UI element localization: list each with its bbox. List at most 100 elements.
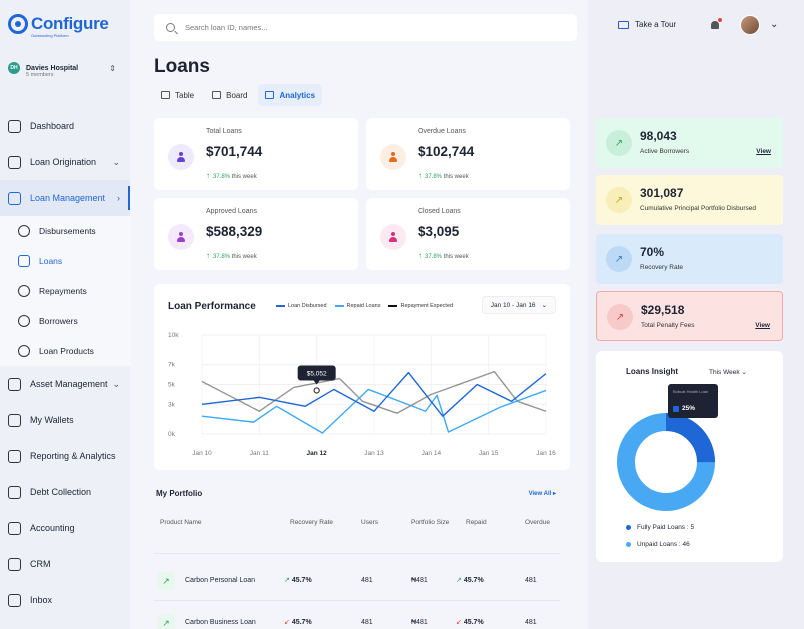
- arrow-up-icon: ↑: [418, 171, 422, 180]
- percent-icon: [18, 345, 30, 357]
- kpi-value: 98,043: [640, 129, 677, 143]
- pie-chart-icon: [8, 449, 21, 463]
- series-line: [201, 388, 547, 434]
- sidebar-item-reporting[interactable]: Reporting & Analytics: [0, 438, 130, 474]
- x-tick-label: Jan 12: [307, 450, 328, 457]
- arrow-down-left-icon: ↙: [456, 619, 462, 626]
- view-all-link[interactable]: View All ▸: [529, 490, 556, 497]
- stat-change-pct: 37.8%: [425, 254, 443, 260]
- portfolio-title: My Portfolio: [156, 489, 203, 498]
- chevron-down-icon: ⌄: [112, 156, 120, 167]
- arrow-up-icon: ↑: [206, 251, 210, 260]
- legend-dot: [626, 542, 631, 547]
- x-tick-label: Jan 10: [192, 450, 212, 457]
- chart-legend: Loan Disbursed Repaid Loans Repayment Ex…: [276, 303, 461, 309]
- kpi-view-link[interactable]: View: [755, 322, 770, 329]
- view-tabs: Table Board Analytics: [154, 84, 326, 106]
- y-tick-label: 5k: [168, 382, 176, 389]
- sidebar-item-disbursements[interactable]: Disbursements: [0, 216, 130, 246]
- org-members: 5 members: [26, 72, 54, 78]
- data-point-marker: [313, 387, 320, 394]
- column-header[interactable]: Product Name: [160, 519, 202, 526]
- column-header[interactable]: Recovery Rate: [290, 519, 333, 526]
- legend-item[interactable]: Repayment Expected: [388, 303, 453, 309]
- stat-change-suffix: this week: [442, 254, 469, 260]
- column-header[interactable]: Users: [361, 519, 378, 526]
- kpi-view-link[interactable]: View: [756, 148, 771, 155]
- arrow-down-left-icon: ↙: [284, 619, 290, 626]
- stat-change: ↑ 37.8% this week: [418, 251, 469, 260]
- column-header[interactable]: Repaid: [466, 519, 487, 526]
- brand-tag: Outstanding Platform: [31, 33, 69, 38]
- legend-swatch: [388, 305, 398, 307]
- period-label: This Week: [709, 369, 740, 376]
- chevron-down-icon[interactable]: ⌄: [770, 19, 779, 30]
- arrow-up-icon: ↑: [206, 171, 210, 180]
- sidebar-item-loans[interactable]: Loans: [0, 246, 130, 276]
- legend-label: Loan Disbursed: [288, 303, 327, 309]
- sidebar-item-repayments[interactable]: Repayments: [0, 276, 130, 306]
- sidebar-item-loan-origination[interactable]: Loan Origination ⌄: [0, 144, 130, 180]
- sidebar-item-label: Disbursements: [39, 226, 96, 236]
- sidebar-item-label: My Wallets: [30, 415, 74, 425]
- tab-table[interactable]: Table: [154, 84, 201, 106]
- stat-change-suffix: this week: [442, 174, 469, 180]
- chevron-right-icon: ›: [117, 193, 120, 203]
- dollar-icon: [8, 191, 21, 205]
- brand-logo[interactable]: Configure: [8, 14, 109, 34]
- take-tour-button[interactable]: Take a Tour: [618, 20, 676, 29]
- bell-icon[interactable]: [710, 18, 722, 31]
- sidebar-item-borrowers[interactable]: Borrowers: [0, 306, 130, 336]
- stat-change: ↑ 37.8% this week: [206, 251, 257, 260]
- repayments-icon: [18, 285, 30, 297]
- tab-analytics[interactable]: Analytics: [258, 84, 323, 106]
- donut-slice-fully-paid[interactable]: [617, 413, 715, 511]
- sidebar-item-dashboard[interactable]: Dashboard: [0, 108, 130, 144]
- recovery-rate-value: 45.7%: [291, 619, 312, 626]
- row-divider: [154, 553, 560, 554]
- avatar[interactable]: [740, 15, 760, 35]
- legend-item[interactable]: Loan Disbursed: [276, 303, 327, 309]
- users: 481: [361, 577, 373, 584]
- period-select[interactable]: This Week ⌄: [709, 368, 747, 376]
- tooltip-value: 25%: [673, 405, 695, 412]
- series-line: [201, 371, 547, 417]
- sidebar-item-loan-products[interactable]: Loan Products: [0, 336, 130, 366]
- stat-card-approved-loans: Approved Loans $588,329 ↑ 37.8% this week: [154, 198, 358, 270]
- org-switcher[interactable]: DH Davies Hospital 5 members ⇕: [8, 62, 116, 78]
- kpi-label: Active Borrowers: [640, 148, 690, 155]
- search-bar[interactable]: [154, 14, 577, 41]
- recovery-rate-value: 45.7%: [291, 577, 312, 584]
- stat-change-pct: 37.8%: [213, 254, 231, 260]
- legend-label: Fully Paid Loans : 5: [637, 524, 695, 531]
- stat-label: Closed Loans: [418, 208, 461, 215]
- legend-label: Unpaid Loans : 46: [637, 541, 690, 548]
- repaid: ↗ 45.7%: [456, 576, 484, 584]
- sidebar-item-debt-collection[interactable]: Debt Collection: [0, 474, 130, 510]
- portfolio-section: My Portfolio View All ▸ Product Name Rec…: [154, 480, 570, 629]
- date-range-select[interactable]: Jan 10 - Jan 16 ⌄: [481, 296, 556, 314]
- stat-card-closed-loans: Closed Loans $3,095 ↑ 37.8% this week: [366, 198, 570, 270]
- overdue: 481: [525, 577, 537, 584]
- tab-board[interactable]: Board: [205, 84, 254, 106]
- kpi-label: Cumulative Principal Portfolio Disbursed: [640, 205, 756, 212]
- column-header[interactable]: Portfolio Size: [411, 519, 450, 526]
- search-input[interactable]: [185, 23, 565, 32]
- chart-title: Loan Performance: [168, 301, 256, 312]
- board-icon: [212, 91, 222, 99]
- legend-item[interactable]: Repaid Loans: [334, 303, 380, 309]
- sidebar-item-loan-management[interactable]: Loan Management ›: [0, 180, 130, 216]
- x-tick-label: Jan 15: [479, 450, 499, 457]
- analytics-icon: [265, 91, 275, 99]
- sidebar: Configure Outstanding Platform DH Davies…: [0, 0, 130, 629]
- sidebar-item-accounting[interactable]: Accounting: [0, 510, 130, 546]
- sidebar-item-my-wallets[interactable]: My Wallets: [0, 402, 130, 438]
- sidebar-item-inbox[interactable]: Inbox: [0, 582, 130, 618]
- recovery-rate: ↙ 45.7%: [284, 618, 312, 626]
- sidebar-item-asset-management[interactable]: Asset Management ⌄: [0, 366, 130, 402]
- sidebar-item-crm[interactable]: CRM: [0, 546, 130, 582]
- search-icon: [166, 23, 175, 32]
- column-header[interactable]: Overdue: [525, 519, 550, 526]
- kpi-card-active-borrowers: ↗ 98,043 Active Borrowers View: [596, 118, 783, 168]
- portfolio-size: ₦481: [411, 577, 428, 584]
